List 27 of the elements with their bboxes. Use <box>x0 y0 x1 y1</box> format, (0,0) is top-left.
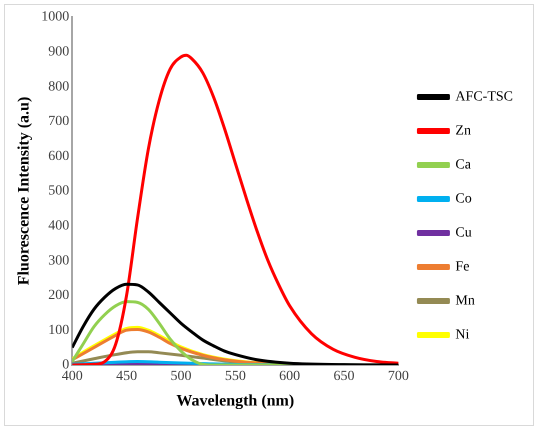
x-tick-label: 650 <box>334 369 355 384</box>
x-tick-label: 700 <box>388 369 409 384</box>
legend-label: Co <box>455 192 472 207</box>
y-tick-label: 200 <box>48 288 70 304</box>
y-tick-label: 300 <box>48 253 70 268</box>
x-axis-title: Wavelength (nm) <box>176 392 294 410</box>
legend-label: Zn <box>455 124 471 139</box>
y-tick-label: 800 <box>48 79 70 94</box>
y-tick-label: 100 <box>48 322 70 338</box>
y-tick-label: 900 <box>48 44 70 60</box>
legend-label: AFC-TSC <box>455 90 514 105</box>
y-tick-label: 700 <box>48 114 70 130</box>
y-axis-title: Fluorescence Intensity (a.u) <box>16 96 33 286</box>
legend-label: Mn <box>455 294 475 309</box>
x-tick-label: 550 <box>224 369 246 384</box>
legend-label: Ca <box>455 158 472 173</box>
legend-label: Ni <box>455 328 470 343</box>
x-tick-label: 600 <box>279 369 300 384</box>
y-tick-label: 1000 <box>41 10 70 25</box>
y-tick-label: 600 <box>48 148 70 164</box>
y-tick-label: 500 <box>48 184 70 199</box>
x-tick-label: 450 <box>116 369 138 384</box>
x-tick-label: 400 <box>62 369 83 384</box>
x-tick-label: 500 <box>170 369 192 384</box>
legend-label: Fe <box>455 260 470 275</box>
y-tick-label: 400 <box>48 218 70 234</box>
legend-label: Cu <box>455 226 472 241</box>
